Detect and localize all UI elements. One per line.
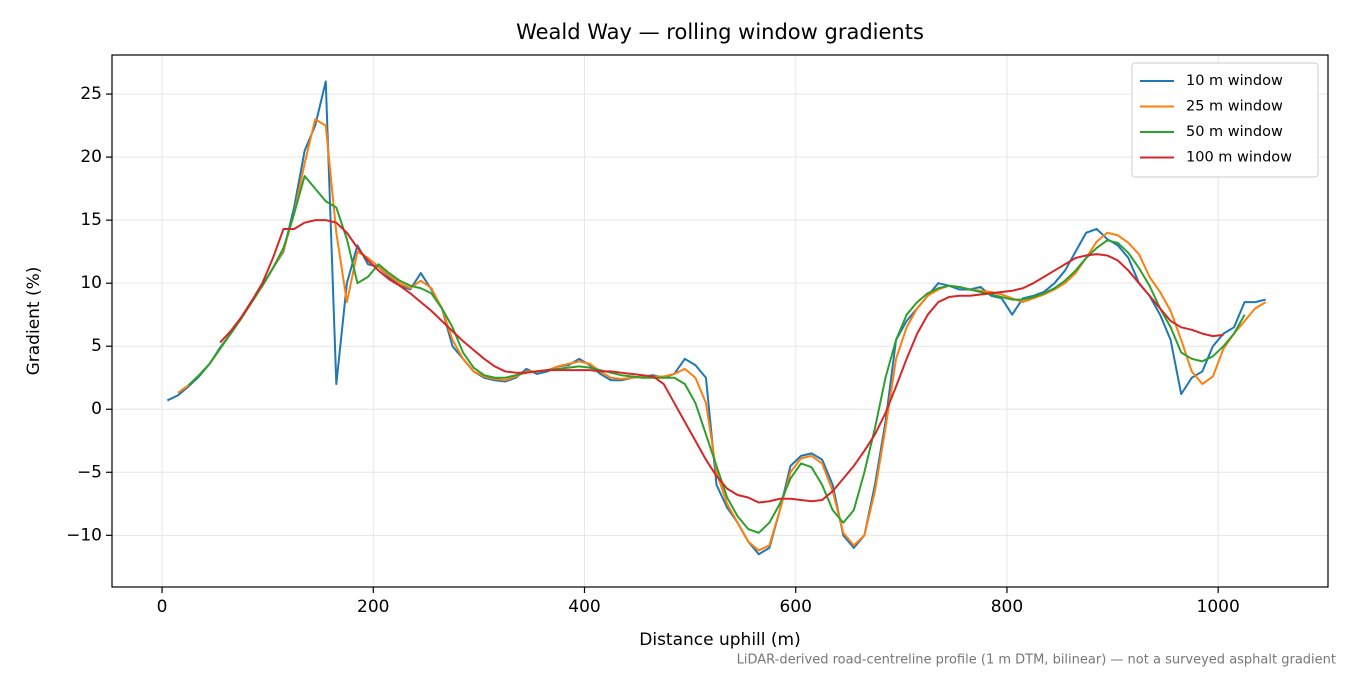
x-tick-label: 800 <box>991 597 1023 617</box>
y-axis-label: Gradient (%) <box>24 267 44 376</box>
legend-label: 25 m window <box>1186 99 1283 115</box>
y-tick-label: 5 <box>91 336 102 356</box>
chart-title: Weald Way — rolling window gradients <box>516 20 924 44</box>
legend: 10 m window 25 m window 50 m window 100 m w… <box>1131 62 1319 178</box>
y-tick-label: 10 <box>80 273 102 293</box>
legend-label: 100 m window <box>1186 150 1292 166</box>
y-tick-label: 0 <box>91 399 102 419</box>
x-tick-label: 400 <box>568 597 600 617</box>
legend-label: 10 m window <box>1186 73 1283 89</box>
y-tick-label: −5 <box>77 462 102 482</box>
y-tick-label: 20 <box>80 147 102 167</box>
plot-frame <box>111 54 1329 588</box>
x-tick-label: 600 <box>779 597 811 617</box>
series-line <box>187 175 1246 534</box>
x-tick-label: 0 <box>157 597 168 617</box>
x-axis-label: Distance uphill (m) <box>639 630 800 650</box>
y-tick-label: −10 <box>66 525 102 545</box>
series-line <box>166 80 1266 556</box>
x-tick-label: 1000 <box>1197 597 1240 617</box>
series-line <box>219 219 1224 504</box>
legend-label: 50 m window <box>1186 124 1283 140</box>
y-tick-label: 25 <box>80 84 102 104</box>
legend-box <box>1131 62 1319 178</box>
y-tick-label: 15 <box>80 210 102 230</box>
x-tick-label: 200 <box>357 597 389 617</box>
footnote: LiDAR-derived road-centreline profile (1… <box>737 653 1336 668</box>
